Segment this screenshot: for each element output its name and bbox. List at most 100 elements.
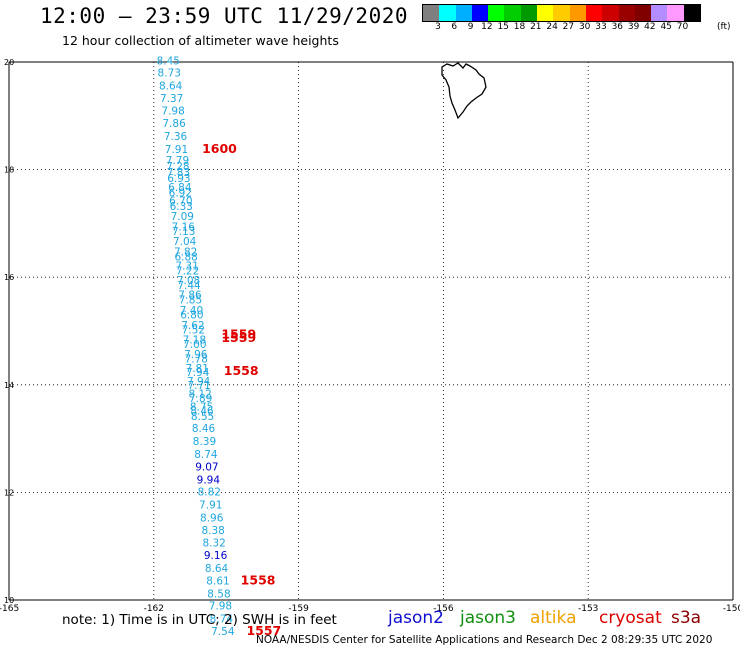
swh-label: 7.91: [199, 500, 222, 512]
time-label: 1557: [246, 623, 281, 638]
swh-label: 6.93: [167, 173, 190, 185]
legend-swatch: [423, 5, 440, 21]
swh-label: 8.64: [205, 563, 229, 575]
satellite-label-jason2: jason2: [388, 608, 444, 628]
swh-label: 7.04: [173, 236, 197, 248]
legend-units: (ft): [717, 22, 731, 32]
latitude-tick-label: 18: [4, 166, 14, 175]
legend-label: 45: [660, 22, 672, 32]
latitude-tick-label: 14: [4, 381, 14, 390]
swh-label: 8.96: [200, 512, 224, 524]
swh-label: 8.64: [159, 80, 183, 92]
swh-label: 8.32: [202, 538, 225, 550]
swh-label: 7.81: [186, 363, 209, 375]
map-grid: [8, 61, 734, 601]
swh-label: 7.54: [211, 626, 235, 638]
swh-label: 7.98: [161, 106, 184, 118]
legend-label: 9: [467, 22, 474, 32]
legend-label: 15: [497, 22, 509, 32]
legend-swatch: [667, 5, 684, 21]
map-subtitle: 12 hour collection of altimeter wave hei…: [62, 33, 339, 48]
legend-swatch: [569, 5, 586, 21]
legend-swatch: [585, 5, 603, 21]
swh-label: 7.36: [164, 131, 188, 143]
latitude-tick-label: 16: [4, 273, 14, 282]
longitude-tick-label: -159: [288, 604, 309, 614]
legend-swatch: [553, 5, 570, 21]
satellite-label-cryosat: cryosat: [599, 608, 662, 628]
swh-label: 7.00: [183, 339, 206, 351]
swh-label: 7.78: [185, 354, 208, 366]
swh-label: 7.85: [179, 295, 202, 307]
swh-label: 8.45: [157, 56, 180, 68]
swh-label: 8.82: [198, 487, 221, 499]
swh-label: 7.08: [177, 275, 200, 287]
satellite-label-altika: altika: [530, 608, 577, 628]
legend-swatch: [471, 5, 489, 21]
legend-label: 39: [627, 22, 640, 32]
swh-label: 7.94: [187, 376, 211, 388]
swh-label: 6.80: [180, 310, 203, 322]
legend-label: 6: [451, 22, 458, 32]
legend-label: 36: [611, 22, 624, 32]
swh-label: 8.39: [193, 436, 216, 448]
swh-label: 8.75: [190, 402, 213, 414]
swh-label: 8.46: [190, 405, 214, 417]
swh-label: 7.52: [182, 325, 205, 337]
swh-label: 7.37: [160, 93, 183, 105]
legend-swatch: [651, 5, 668, 21]
swh-label: 7.91: [165, 144, 188, 156]
swh-label: 8.74: [194, 449, 218, 461]
longitude-tick-label: -153: [578, 604, 598, 614]
legend-swatch: [537, 5, 554, 21]
legend-label: 21: [530, 22, 542, 32]
swh-label: 8.55: [191, 411, 214, 423]
swh-label: 8.12: [188, 389, 211, 401]
legend-label: 24: [546, 22, 558, 32]
swh-label: 7.28: [166, 161, 189, 173]
swh-label: 7.98: [209, 601, 232, 613]
swh-label: 7.94: [186, 367, 210, 379]
latitude-tick-label: 10: [4, 596, 14, 605]
legend-swatch: [504, 5, 521, 21]
legend-swatch: [634, 5, 652, 21]
time-label: 1559: [221, 330, 256, 345]
swh-label: 7.79: [166, 155, 189, 167]
swh-label: 6.92: [169, 188, 192, 200]
longitude-tick-label: -150: [723, 604, 740, 614]
swh-label: 7.89: [189, 393, 212, 405]
swh-label: 7.62: [181, 320, 204, 332]
swh-label: 7.83: [167, 167, 190, 179]
swh-label: 8.73: [158, 68, 181, 80]
swh-label: 8.58: [207, 588, 230, 600]
legend-label: 27: [562, 22, 575, 32]
swh-label: 8.61: [206, 575, 229, 587]
time-label: 1558: [224, 363, 259, 378]
map-title: 12:00 – 23:59 UTC 11/29/2020: [40, 4, 409, 28]
legend-label: 33: [595, 22, 607, 32]
legend-swatch: [618, 5, 635, 21]
swh-label: 9.94: [197, 474, 221, 486]
legend-swatch: [439, 5, 456, 21]
swh-label: 7.96: [184, 349, 208, 361]
footer-note: note: 1) Time is in UTC; 2) SWH is in fe…: [62, 612, 337, 628]
legend-label: 70: [676, 22, 689, 32]
time-label: 1600: [202, 141, 237, 156]
swh-label: 9.07: [195, 461, 218, 473]
swh-label: 7.86: [178, 290, 202, 302]
legend-label: 30: [578, 22, 591, 32]
swh-label: 6.84: [168, 182, 192, 194]
legend-label: 3: [435, 22, 441, 32]
swh-label: 7.82: [174, 247, 197, 259]
latitude-tick-label: 12: [4, 488, 14, 497]
swh-label: 7.40: [180, 305, 203, 317]
axis-labels: -165 -162 -159 -156 -153 -150 20 18 16 14 12 10: [0, 58, 740, 614]
longitude-tick-label: -165: [0, 604, 19, 614]
time-label: 1558: [241, 572, 276, 587]
satellite-label-s3a: s3a: [671, 608, 702, 628]
track-labels: 8.458.738.647.377.987.867.367.917.797.28…: [157, 56, 235, 638]
legend-swatch: [602, 5, 619, 21]
latitude-tick-label: 20: [4, 58, 14, 67]
swh-label: 7.31: [175, 261, 198, 273]
